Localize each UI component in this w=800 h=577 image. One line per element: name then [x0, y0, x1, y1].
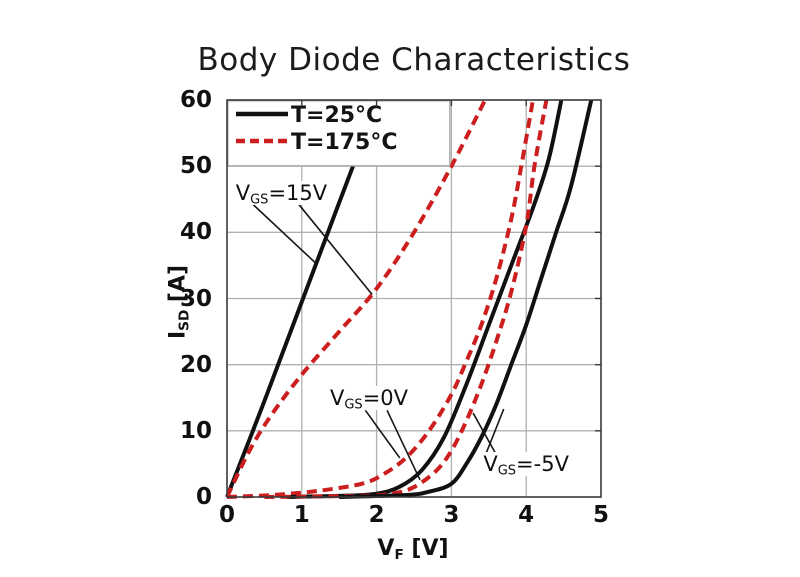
x-tick-label: 5 — [592, 502, 609, 528]
leader-line — [364, 409, 401, 459]
annotation-vgs0V: VGS=0V — [327, 385, 411, 413]
x-tick-label: 3 — [443, 502, 460, 528]
annotation-vgs15V: VGS=15V — [233, 180, 330, 208]
x-axis-label: VF [V] — [13, 536, 800, 563]
data-curves — [225, 99, 594, 499]
leader-line — [472, 412, 498, 457]
curve-vgs-0v-t-175c — [226, 99, 535, 499]
y-axis-subscript: SD — [176, 309, 193, 331]
y-tick-label: 0 — [195, 484, 212, 510]
legend: T=25°CT=175°C — [227, 100, 451, 167]
curve-vgs-15v-t-175c — [225, 99, 487, 498]
x-axis-unit: [V] — [403, 536, 449, 561]
annotation-vgs-5V: VGS=-5V — [481, 452, 571, 479]
x-tick-label: 1 — [293, 502, 310, 528]
x-axis-subscript: F — [394, 546, 404, 563]
y-tick-label: 60 — [179, 87, 212, 113]
legend-label: T=25°C — [291, 103, 382, 128]
curve-vgs--5v-t-25c — [339, 99, 594, 499]
y-tick-label: 30 — [179, 285, 212, 312]
x-tick-label: 4 — [518, 502, 535, 528]
y-tick-label: 10 — [179, 417, 212, 444]
y-tick-label: 20 — [179, 351, 212, 378]
x-tick-label: 2 — [368, 502, 385, 528]
leader-line — [386, 409, 421, 481]
plot-frame — [226, 99, 602, 498]
leader-line — [484, 408, 505, 457]
curve-vgs--5v-t-175c — [264, 99, 549, 499]
legend-label: T=175°C — [291, 130, 398, 155]
leader-line — [296, 202, 373, 296]
y-tick-label: 40 — [179, 219, 212, 246]
y-tick-label: 50 — [179, 153, 212, 180]
chart-title: Body Diode Characteristics — [197, 42, 631, 78]
annotation-leader-lines — [251, 202, 505, 481]
y-axis-symbol: I — [165, 330, 191, 340]
x-axis-symbol: V — [377, 536, 395, 561]
curve-vgs-0v-t-25c — [286, 99, 564, 499]
x-tick-label: 0 — [218, 502, 235, 528]
leader-line — [251, 202, 318, 265]
curve-vgs-15v-t-25c — [225, 99, 380, 498]
